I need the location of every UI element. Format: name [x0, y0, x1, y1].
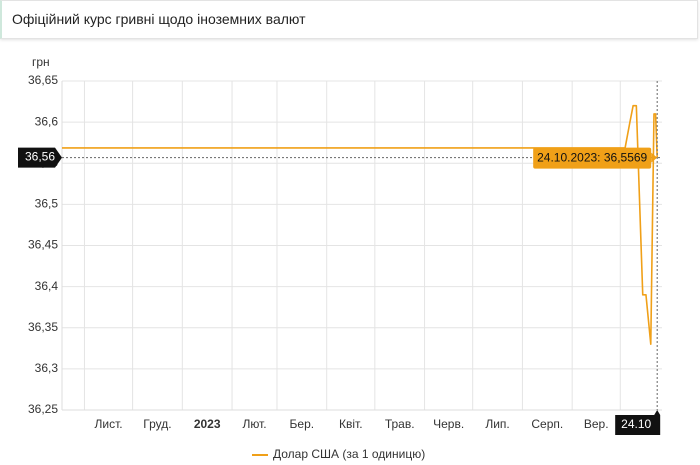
x-tick-label: 2023 — [194, 417, 221, 431]
tooltip-bg — [533, 147, 652, 169]
x-tick-label: Квіт. — [339, 417, 363, 431]
y-tick-label: 36,65 — [28, 73, 58, 87]
x-tick-label: Серп. — [531, 417, 563, 431]
y-tick-label: 36,6 — [35, 114, 59, 128]
page-title: Офіційний курс гривні щодо іноземних вал… — [12, 11, 306, 27]
x-tick-label: Лип. — [485, 417, 509, 431]
x-tick-label: Груд. — [143, 417, 171, 431]
y-tick-label: 36,5 — [35, 197, 59, 211]
x-tick-label: Трав. — [385, 417, 415, 431]
crosshair-y-label: 36,56 — [25, 150, 55, 164]
legend-label: Долар США (за 1 одиницю) — [273, 447, 425, 461]
x-tick-label: Бер. — [290, 417, 315, 431]
crosshair-x-label: 24.10 — [621, 417, 651, 431]
x-tick-label: Лист. — [94, 417, 122, 431]
y-unit: грн — [32, 55, 50, 69]
y-tick-label: 36,35 — [28, 320, 58, 334]
series-line — [62, 104, 658, 345]
header: Офіційний курс гривні щодо іноземних вал… — [0, 0, 698, 39]
y-tick-label: 36,4 — [35, 279, 59, 293]
y-tick-label: 36,45 — [28, 238, 58, 252]
x-tick-label: Черв. — [433, 417, 464, 431]
y-tick-label: 36,25 — [28, 402, 58, 416]
tooltip-arrow — [651, 152, 658, 163]
tooltip-text: 24.10.2023: 36,5569 — [537, 151, 647, 165]
crosshair-x-label-bg — [615, 410, 661, 435]
x-tick-label: Вер. — [584, 417, 609, 431]
x-tick-label: Лют. — [242, 417, 266, 431]
crosshair-y-label-bg — [18, 147, 62, 168]
y-tick-label: 36,3 — [35, 361, 59, 375]
